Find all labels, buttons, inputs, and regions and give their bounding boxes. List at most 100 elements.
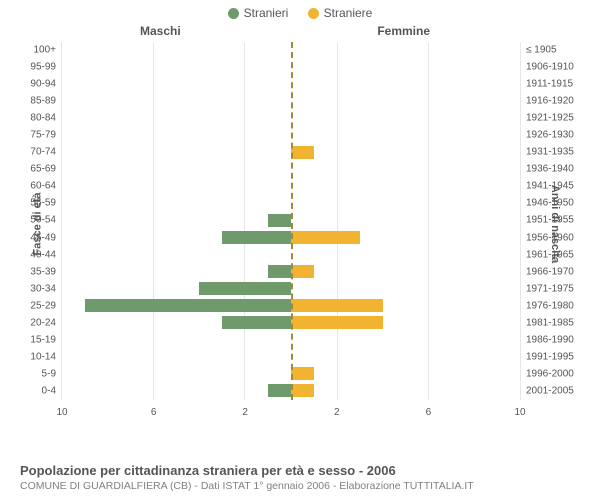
circle-icon bbox=[308, 8, 319, 19]
center-divider bbox=[291, 42, 293, 400]
age-label: 35-39 bbox=[30, 266, 62, 277]
table-row: 1976-1980 bbox=[291, 297, 520, 314]
year-label: 1911-1915 bbox=[520, 79, 573, 90]
table-row: 1981-1985 bbox=[291, 314, 520, 331]
table-row: 20-24 bbox=[62, 314, 291, 331]
x-tick-label: 6 bbox=[151, 407, 157, 418]
table-row: 80-84 bbox=[62, 110, 291, 127]
table-row: 40-44 bbox=[62, 246, 291, 263]
age-label: 100+ bbox=[33, 45, 62, 56]
bar-female bbox=[291, 146, 314, 159]
left-half: 100+95-9990-9485-8980-8475-7970-7465-696… bbox=[62, 42, 291, 400]
table-row: 45-49 bbox=[62, 229, 291, 246]
legend-item-female: Straniere bbox=[308, 6, 373, 20]
legend-male-label: Stranieri bbox=[244, 6, 289, 20]
age-label: 20-24 bbox=[30, 317, 62, 328]
age-label: 85-89 bbox=[30, 96, 62, 107]
year-label: 1956-1960 bbox=[520, 232, 574, 243]
age-label: 40-44 bbox=[30, 249, 62, 260]
table-row: 10-14 bbox=[62, 348, 291, 365]
table-row: 1931-1935 bbox=[291, 144, 520, 161]
legend-female-label: Straniere bbox=[324, 6, 373, 20]
age-label: 0-4 bbox=[42, 385, 62, 396]
table-row: 85-89 bbox=[62, 93, 291, 110]
bar-female bbox=[291, 265, 314, 278]
table-row: 1911-1915 bbox=[291, 76, 520, 93]
table-row: 65-69 bbox=[62, 161, 291, 178]
table-row: 1991-1995 bbox=[291, 348, 520, 365]
gridline bbox=[520, 42, 521, 400]
age-label: 60-64 bbox=[30, 181, 62, 192]
age-label: 30-34 bbox=[30, 283, 62, 294]
age-label: 70-74 bbox=[30, 147, 62, 158]
column-title-left: Maschi bbox=[140, 24, 181, 38]
age-label: 95-99 bbox=[30, 62, 62, 73]
table-row: 95-99 bbox=[62, 59, 291, 76]
chart-footer: Popolazione per cittadinanza straniera p… bbox=[20, 463, 474, 494]
bar-male bbox=[85, 299, 291, 312]
table-row: 30-34 bbox=[62, 280, 291, 297]
chart-title: Popolazione per cittadinanza straniera p… bbox=[20, 463, 474, 480]
chart-subtitle: COMUNE DI GUARDIALFIERA (CB) - Dati ISTA… bbox=[20, 480, 474, 494]
circle-icon bbox=[228, 8, 239, 19]
gridline bbox=[61, 42, 62, 400]
age-label: 10-14 bbox=[30, 351, 62, 362]
column-title-right: Femmine bbox=[377, 24, 430, 38]
bar-female bbox=[291, 316, 383, 329]
x-tick-label: 6 bbox=[426, 407, 432, 418]
table-row: 1956-1960 bbox=[291, 229, 520, 246]
bar-male bbox=[268, 214, 291, 227]
age-label: 65-69 bbox=[30, 164, 62, 175]
table-row: 55-59 bbox=[62, 195, 291, 212]
year-label: ≤ 1905 bbox=[520, 45, 557, 56]
legend-item-male: Stranieri bbox=[228, 6, 289, 20]
table-row: 1916-1920 bbox=[291, 93, 520, 110]
table-row: 35-39 bbox=[62, 263, 291, 280]
year-label: 1921-1925 bbox=[520, 113, 574, 124]
table-row: 1966-1970 bbox=[291, 263, 520, 280]
age-label: 45-49 bbox=[30, 232, 62, 243]
bar-female bbox=[291, 384, 314, 397]
age-label: 15-19 bbox=[30, 334, 62, 345]
bar-male bbox=[268, 265, 291, 278]
gridline bbox=[337, 42, 338, 400]
table-row: 5-9 bbox=[62, 365, 291, 382]
age-label: 55-59 bbox=[30, 198, 62, 209]
year-label: 1991-1995 bbox=[520, 351, 574, 362]
table-row: 1961-1965 bbox=[291, 246, 520, 263]
table-row: 0-4 bbox=[62, 382, 291, 399]
age-label: 75-79 bbox=[30, 130, 62, 141]
gridline bbox=[428, 42, 429, 400]
table-row: 100+ bbox=[62, 42, 291, 59]
right-half: ≤ 19051906-19101911-19151916-19201921-19… bbox=[291, 42, 520, 400]
age-label: 5-9 bbox=[42, 368, 62, 379]
table-row: 50-54 bbox=[62, 212, 291, 229]
table-row: 1946-1950 bbox=[291, 195, 520, 212]
year-label: 1931-1935 bbox=[520, 147, 574, 158]
year-label: 1941-1945 bbox=[520, 181, 574, 192]
x-tick-label: 10 bbox=[514, 407, 525, 418]
year-label: 1961-1965 bbox=[520, 249, 574, 260]
gridline bbox=[244, 42, 245, 400]
bar-female bbox=[291, 231, 360, 244]
x-tick-label: 2 bbox=[242, 407, 248, 418]
plot-area: 100+95-9990-9485-8980-8475-7970-7465-696… bbox=[62, 42, 520, 400]
age-label: 80-84 bbox=[30, 113, 62, 124]
table-row: 2001-2005 bbox=[291, 382, 520, 399]
bar-male bbox=[222, 231, 291, 244]
year-label: 1926-1930 bbox=[520, 130, 574, 141]
table-row: 1971-1975 bbox=[291, 280, 520, 297]
year-label: 2001-2005 bbox=[520, 385, 574, 396]
bar-female bbox=[291, 367, 314, 380]
year-label: 1916-1920 bbox=[520, 96, 574, 107]
table-row: 70-74 bbox=[62, 144, 291, 161]
year-label: 1936-1940 bbox=[520, 164, 574, 175]
year-label: 1976-1980 bbox=[520, 300, 574, 311]
table-row: 25-29 bbox=[62, 297, 291, 314]
table-row: 1986-1990 bbox=[291, 331, 520, 348]
table-row: 15-19 bbox=[62, 331, 291, 348]
age-label: 90-94 bbox=[30, 79, 62, 90]
bar-male bbox=[268, 384, 291, 397]
table-row: 1926-1930 bbox=[291, 127, 520, 144]
x-tick-label: 2 bbox=[334, 407, 340, 418]
